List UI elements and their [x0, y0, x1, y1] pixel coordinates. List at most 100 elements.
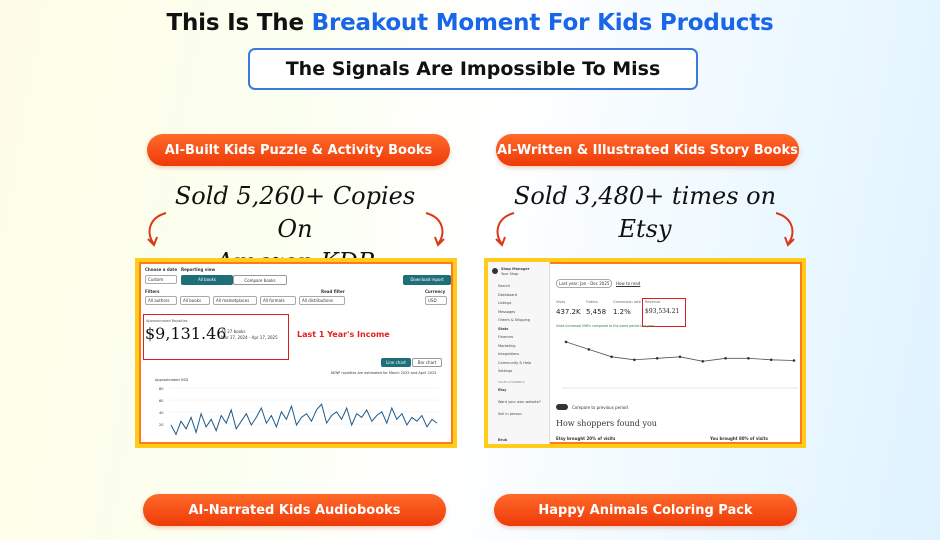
- product-pill-label: Happy Animals Coloring Pack: [538, 502, 753, 518]
- etsy-claim-line2: Etsy: [618, 215, 672, 243]
- headline-highlight: Breakout Moment For Kids Products: [311, 10, 774, 36]
- date-range-value: Last year: Jan - Dec 2025: [559, 281, 610, 286]
- y-tick: 20: [159, 423, 164, 427]
- stat-value: 1.2%: [613, 308, 631, 316]
- visits-note: Visits increased 598% compared to the sa…: [556, 324, 655, 328]
- marketplace-filter[interactable]: All marketplaces: [213, 296, 257, 305]
- sidebar-nav-item[interactable]: Listings: [498, 301, 512, 305]
- sidebar-nav-item[interactable]: Marketing: [498, 343, 516, 348]
- bar-chart-toggle[interactable]: Bar chart: [412, 358, 442, 367]
- y-tick: 80: [159, 387, 164, 391]
- channel-etsy[interactable]: Etsy: [498, 388, 507, 392]
- format-filter[interactable]: All formats: [260, 296, 296, 305]
- date-range: Mar 17, 2024 - Apr 17, 2025: [221, 335, 278, 340]
- stat-value: 437.2K: [556, 308, 581, 316]
- channel-website[interactable]: Want your own website?: [498, 400, 541, 404]
- date-range-select[interactable]: Last year: Jan - Dec 2025: [556, 279, 612, 288]
- filter-value: All formats: [263, 298, 285, 303]
- filter-value: All books: [183, 298, 202, 303]
- royalties-series-line: [170, 403, 438, 436]
- sidebar-nav-item[interactable]: Search: [498, 284, 511, 288]
- visits-point: [633, 358, 636, 362]
- download-label: Download report: [410, 277, 444, 282]
- sidebar-nav-item[interactable]: Integrations: [498, 352, 520, 356]
- currency-select[interactable]: USD: [425, 296, 447, 305]
- etsy-dashboard-screenshot: Shop Manager Your Shop Search Dashboard Li…: [484, 258, 806, 448]
- line-chart-toggle[interactable]: Line chart: [381, 358, 411, 367]
- curved-arrow-icon: [147, 212, 167, 247]
- royalties-value: $9,131.46: [145, 324, 227, 343]
- kdp-chart-title: Approximated USD: [155, 378, 189, 382]
- bar-chart-label: Bar chart: [417, 360, 437, 365]
- date-select-value: Custom: [148, 277, 164, 282]
- visits-point: [655, 357, 659, 360]
- sidebar-nav-item[interactable]: Finances: [498, 335, 514, 339]
- etsy-sidebar: Shop Manager Your Shop Search Dashboard Li…: [488, 262, 550, 444]
- stat-label: Orders: [586, 300, 598, 304]
- sidebar-nav-item[interactable]: Messages: [498, 309, 516, 314]
- shop-name: Your Shop: [501, 272, 519, 276]
- choose-date-label: Choose a date: [145, 267, 178, 272]
- visits-point: [564, 340, 568, 344]
- royalties-details: All 27 books Mar 17, 2024 - Apr 17, 2025: [221, 329, 278, 341]
- stat-label: Revenue: [645, 300, 661, 304]
- y-tick: 60: [159, 399, 164, 403]
- visits-point: [792, 359, 796, 362]
- visits-point: [747, 357, 750, 360]
- visits-point: [701, 360, 705, 363]
- kdp-claim-line1: Sold 5,260+ Copies On: [174, 182, 416, 243]
- visits-series-line: [565, 341, 795, 362]
- visits-point: [678, 355, 682, 359]
- shop-avatar: [492, 268, 498, 274]
- filter-value: All distributions: [302, 298, 334, 303]
- date-select[interactable]: Custom: [145, 275, 177, 284]
- sidebar-nav-item[interactable]: Stats: [498, 326, 509, 331]
- book-filter[interactable]: All books: [180, 296, 210, 305]
- sidebar-nav-item[interactable]: Settings: [498, 369, 513, 373]
- compare-books-toggle[interactable]: Compare books: [233, 275, 287, 285]
- sidebar-nav-item[interactable]: Orders & Shipping: [498, 318, 530, 322]
- curved-arrow-icon: [425, 212, 445, 247]
- curved-arrow-icon: [495, 212, 515, 247]
- revenue-highlight-box: [642, 298, 686, 327]
- sales-channels-label: SALES CHANNELS: [498, 380, 525, 384]
- product-pill-puzzle-books[interactable]: AI-Built Kids Puzzle & Activity Books: [147, 134, 450, 166]
- product-pill-label: AI-Written & Illustrated Kids Story Book…: [497, 142, 798, 158]
- currency-value: USD: [428, 298, 437, 303]
- visits-point: [610, 355, 613, 359]
- royalties-highlight-box: [143, 314, 289, 360]
- subheadline-box: The Signals Are Impossible To Miss: [248, 48, 698, 90]
- stat-value: 5,458: [586, 308, 607, 316]
- visits-point: [769, 358, 773, 362]
- author-filter[interactable]: All authors: [145, 296, 177, 305]
- curved-arrow-icon: [775, 212, 795, 247]
- how-to-read-link[interactable]: How to read: [616, 281, 641, 286]
- filters-label: Filters: [145, 289, 160, 294]
- books-count: All 27 books: [221, 329, 246, 334]
- subheadline: The Signals Are Impossible To Miss: [285, 58, 661, 80]
- income-annotation: Last 1 Year's Income: [297, 330, 390, 339]
- distribution-filter[interactable]: All distributions: [299, 296, 345, 305]
- channel-in-person[interactable]: Sell in person: [498, 412, 522, 416]
- reporting-view-label: Reporting view: [181, 267, 216, 272]
- product-pill-audiobooks[interactable]: AI-Narrated Kids Audiobooks: [143, 494, 446, 526]
- kdp-royalties-line-chart: [169, 387, 439, 436]
- product-pill-label: AI-Narrated Kids Audiobooks: [188, 502, 401, 518]
- sidebar-nav-item[interactable]: Community & Help: [498, 360, 532, 365]
- headline: This Is The Breakout Moment For Kids Pro…: [0, 10, 940, 36]
- line-chart-label: Line chart: [385, 360, 406, 365]
- product-pill-label: AI-Built Kids Puzzle & Activity Books: [164, 142, 433, 158]
- product-pill-story-books[interactable]: AI-Written & Illustrated Kids Story Book…: [496, 134, 799, 166]
- etsy-visits-share: Etsy brought 20% of visits: [556, 436, 616, 441]
- download-report-button[interactable]: Download report: [403, 275, 451, 285]
- product-pill-coloring-pack[interactable]: Happy Animals Coloring Pack: [494, 494, 797, 526]
- revenue-value: $93,534.21: [645, 308, 680, 315]
- sidebar-nav-item[interactable]: Dashboard: [498, 292, 517, 297]
- compare-label: Compare to previous period: [572, 405, 628, 410]
- compare-toggle[interactable]: [556, 404, 568, 410]
- user-name[interactable]: Bruk: [498, 438, 508, 442]
- how-found-heading: How shoppers found you: [556, 419, 657, 428]
- all-books-toggle[interactable]: All books: [181, 275, 233, 285]
- etsy-claim-line1: Sold 3,480+ times on: [513, 182, 777, 210]
- headline-prefix: This Is The: [166, 10, 312, 36]
